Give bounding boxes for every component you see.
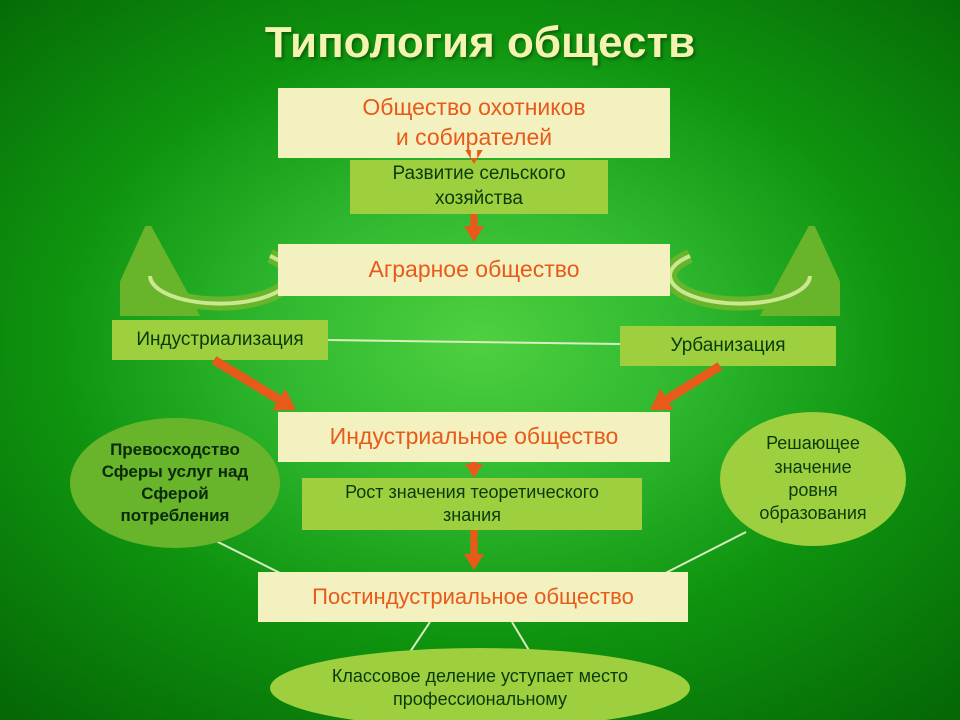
- box-agrarian: Аграрное общество: [278, 244, 670, 296]
- arrow-a3: [212, 356, 296, 410]
- ellipse-edu: Решающеезначениеровняобразования: [720, 412, 906, 546]
- box-hunters: Общество охотникови собирателей: [278, 88, 670, 158]
- ellipse-class: Классовое деление уступает местопрофесси…: [270, 648, 690, 720]
- box-growth_theor: Рост значения теоретическогознания: [302, 478, 642, 530]
- box-postind: Постиндустриальное общество: [258, 572, 688, 622]
- box-industrializ: Индустриализация: [112, 320, 328, 360]
- diagram-stage: { "title": {"text":"Типология обществ","…: [0, 0, 960, 720]
- line-l-mid: [328, 340, 620, 344]
- arrow-a6: [464, 530, 484, 570]
- arrow-a4: [650, 362, 722, 410]
- arrow-a5: [465, 462, 483, 478]
- arrow-a2: [464, 214, 484, 242]
- ellipse-serv_sup: ПревосходствоСферы услуг надСферойпотреб…: [70, 418, 280, 548]
- page-title: Типология обществ: [0, 18, 960, 68]
- box-industrial: Индустриальное общество: [278, 412, 670, 462]
- cycle-left-icon: [120, 226, 300, 316]
- cycle-right-icon: [660, 226, 840, 316]
- line-l-class-l: [410, 622, 430, 652]
- box-dev_agri: Развитие сельскогохозяйства: [350, 160, 608, 214]
- box-urbaniz: Урбанизация: [620, 326, 836, 366]
- line-l-class-r: [512, 622, 530, 652]
